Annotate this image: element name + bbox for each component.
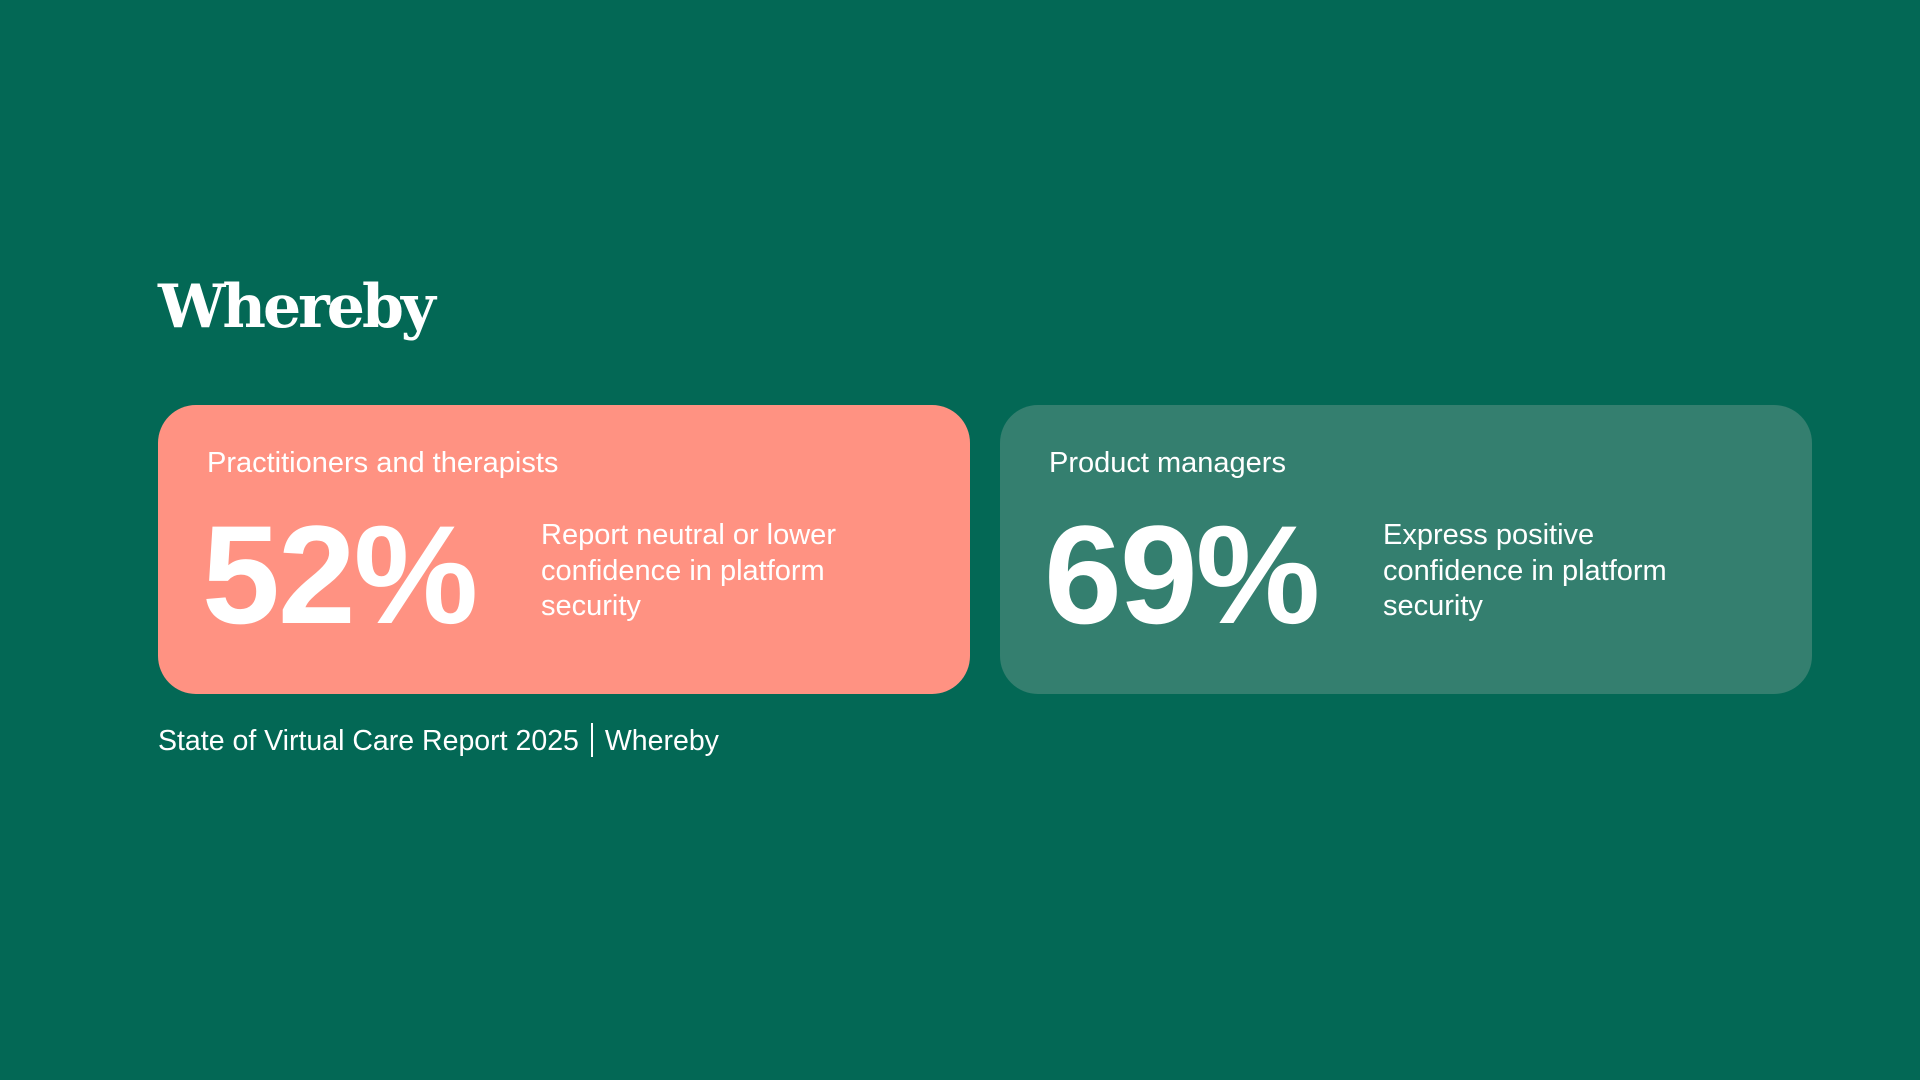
footer-divider [590, 723, 593, 757]
card-description: Express positive confidence in platform … [1383, 519, 1667, 622]
card-stat-value: 52% [202, 496, 478, 653]
whereby-logo: Whereby [158, 272, 436, 342]
stat-card-product-managers: Product managers 69% Express positive co… [1000, 405, 1812, 694]
card-category: Practitioners and therapists [207, 447, 559, 479]
footer-brand: Whereby [604, 725, 719, 757]
card-category: Product managers [1049, 447, 1286, 479]
footer-source: State of Virtual Care Report 2025 Whereby [158, 723, 719, 758]
stat-card-practitioners: Practitioners and therapists 52% Report … [158, 405, 970, 694]
footer-report: State of Virtual Care Report 2025 [158, 725, 579, 757]
card-stat-value: 69% [1044, 496, 1320, 653]
card-description: Report neutral or lower confidence in pl… [541, 519, 836, 622]
